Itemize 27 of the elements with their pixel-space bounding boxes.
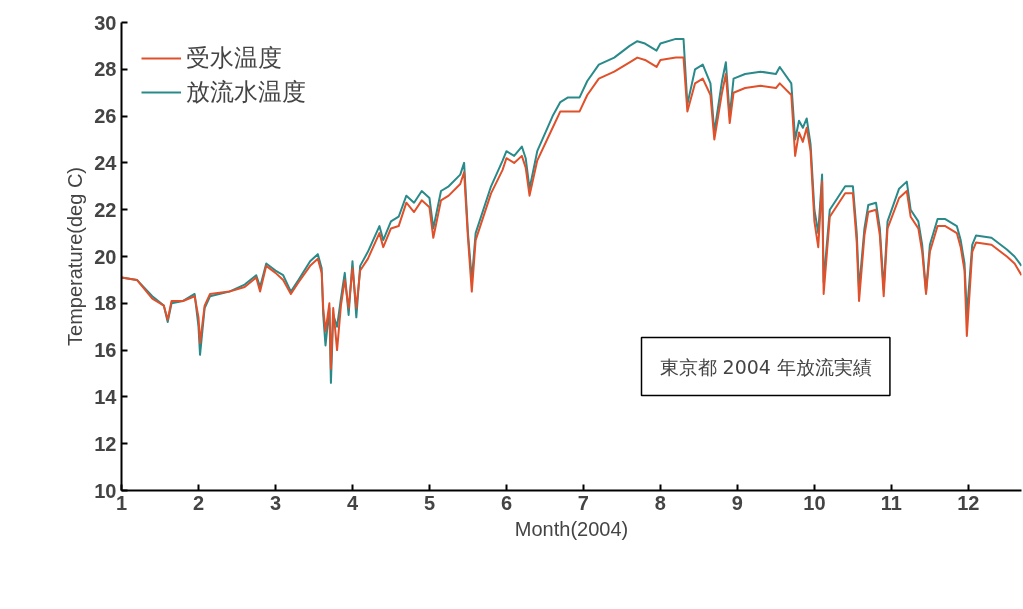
y-tick-label: 24 <box>94 151 118 174</box>
y-axis-title: Temperature(deg C) <box>64 167 87 346</box>
x-tick-label: 11 <box>880 491 902 514</box>
x-tick-label: 7 <box>577 491 589 514</box>
legend-label: 放流水温度 <box>186 77 306 108</box>
legend-label: 受水温度 <box>186 43 282 74</box>
y-tick-label: 18 <box>94 292 117 315</box>
y-tick-label: 26 <box>94 105 117 128</box>
x-tick-label: 1 <box>115 491 128 514</box>
x-tick-label: 9 <box>731 491 743 514</box>
y-tick-label: 30 <box>94 11 117 34</box>
y-tick-label: 12 <box>94 432 117 455</box>
x-tick-label: 10 <box>803 491 826 514</box>
x-tick-label: 5 <box>423 491 436 514</box>
x-tick-label: 3 <box>269 491 282 514</box>
x-tick-label: 12 <box>957 491 980 514</box>
x-tick-label: 4 <box>346 491 359 514</box>
y-tick-label: 22 <box>94 198 117 221</box>
x-axis-title: Month(2004) <box>514 517 629 540</box>
y-tick-label: 16 <box>94 339 117 362</box>
annotation: 東京都 2004 年放流実績 <box>659 355 872 378</box>
y-tick-label: 20 <box>94 245 117 268</box>
y-tick-label: 14 <box>94 385 118 408</box>
x-tick-label: 2 <box>192 491 205 514</box>
x-tick-label: 6 <box>500 491 513 514</box>
y-tick-label: 28 <box>94 58 117 81</box>
x-tick-label: 8 <box>654 491 666 514</box>
